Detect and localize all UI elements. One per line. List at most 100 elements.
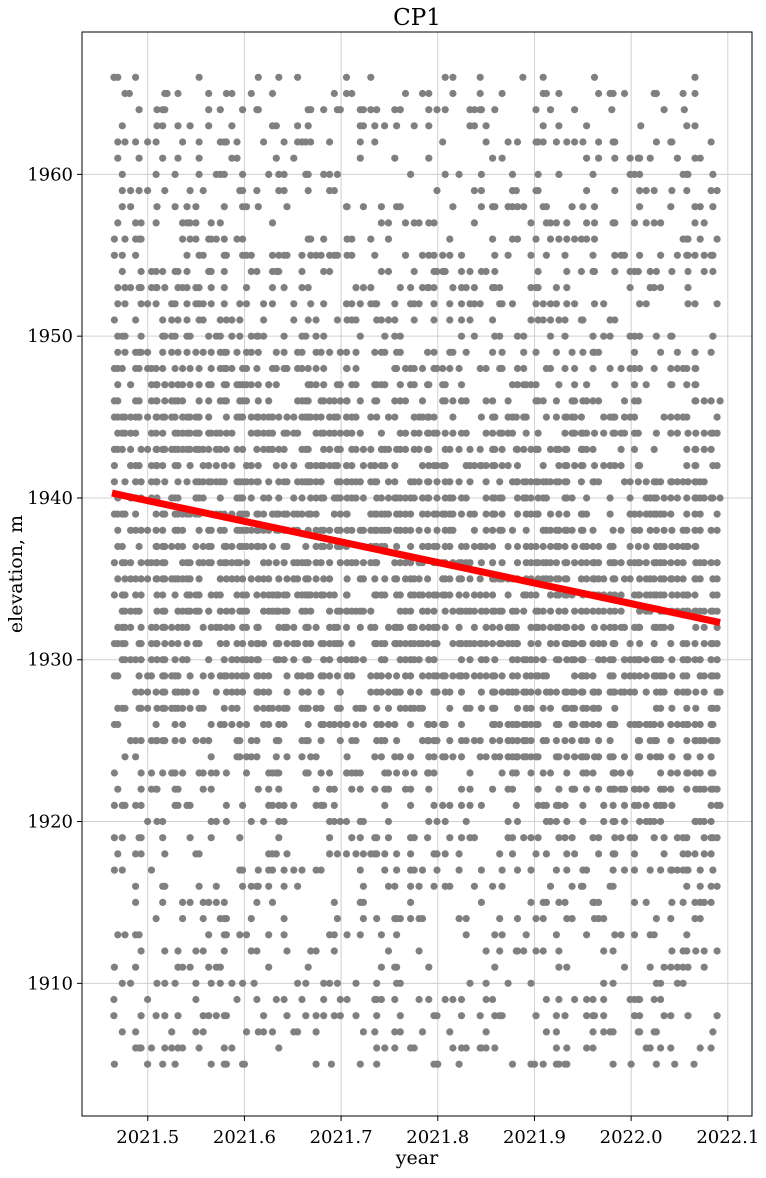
data-point xyxy=(482,607,490,615)
data-point xyxy=(668,478,676,486)
data-point xyxy=(466,769,474,777)
data-point xyxy=(589,834,597,842)
data-point xyxy=(320,640,328,648)
data-point xyxy=(199,251,207,259)
data-point xyxy=(121,801,129,810)
data-point xyxy=(254,623,262,632)
data-point xyxy=(179,915,187,923)
data-point xyxy=(381,866,389,874)
data-point xyxy=(233,575,241,583)
data-point xyxy=(498,672,506,680)
data-point xyxy=(527,510,535,518)
y-tick-label: 1950 xyxy=(27,326,73,347)
data-point xyxy=(302,542,310,551)
data-point xyxy=(462,737,470,745)
data-point xyxy=(571,672,579,680)
data-point xyxy=(236,753,244,761)
data-point xyxy=(352,494,360,502)
data-point xyxy=(153,478,161,486)
data-point xyxy=(393,769,401,777)
data-point xyxy=(449,640,457,648)
data-points xyxy=(110,73,724,1068)
data-point xyxy=(415,575,423,583)
data-point xyxy=(642,785,650,793)
data-point xyxy=(546,559,555,567)
data-point xyxy=(171,170,179,178)
data-point xyxy=(384,526,393,534)
data-point xyxy=(512,607,520,615)
data-point xyxy=(304,364,312,373)
data-point xyxy=(290,494,298,502)
data-point xyxy=(563,559,571,567)
data-point xyxy=(283,623,291,632)
data-point xyxy=(534,785,542,793)
data-point xyxy=(668,656,676,664)
data-point xyxy=(626,284,634,292)
data-point xyxy=(260,1012,268,1020)
data-point xyxy=(571,429,579,437)
data-point xyxy=(583,753,591,761)
data-point xyxy=(260,542,268,551)
data-point xyxy=(132,219,140,227)
data-point xyxy=(716,397,724,405)
data-point xyxy=(132,753,140,761)
data-point xyxy=(555,801,563,810)
data-point xyxy=(696,720,704,729)
data-point xyxy=(272,122,280,130)
data-point xyxy=(307,462,315,470)
data-point xyxy=(512,623,520,632)
data-point xyxy=(222,607,230,615)
data-point xyxy=(600,429,608,437)
data-point xyxy=(691,89,699,98)
data-point xyxy=(118,187,126,195)
data-point xyxy=(220,284,228,292)
data-point xyxy=(561,801,569,810)
data-point xyxy=(477,898,485,907)
data-point xyxy=(583,995,591,1004)
data-point xyxy=(179,381,187,389)
data-point xyxy=(304,559,312,567)
data-point xyxy=(137,1044,145,1052)
data-point xyxy=(571,413,579,421)
data-point xyxy=(396,1028,404,1036)
data-point xyxy=(636,510,644,518)
data-point xyxy=(260,672,268,680)
data-point xyxy=(418,510,427,518)
data-point xyxy=(283,704,291,712)
data-point xyxy=(320,300,328,308)
data-point xyxy=(563,915,571,923)
data-point xyxy=(137,526,145,534)
data-point xyxy=(254,785,262,793)
data-point xyxy=(589,526,597,534)
data-point xyxy=(356,834,364,842)
data-point xyxy=(691,510,699,518)
data-point xyxy=(636,1012,644,1020)
y-tick-label: 1910 xyxy=(27,973,73,994)
data-point xyxy=(222,559,230,567)
data-point xyxy=(439,251,447,259)
data-point xyxy=(161,947,169,955)
data-point xyxy=(476,445,484,453)
data-point xyxy=(110,801,118,810)
data-point xyxy=(320,106,328,114)
data-point xyxy=(280,187,288,195)
data-point xyxy=(205,1012,213,1020)
data-point xyxy=(579,882,587,890)
data-point xyxy=(527,445,535,453)
data-point xyxy=(542,494,551,502)
data-point xyxy=(498,89,506,98)
data-point xyxy=(212,898,220,907)
data-point xyxy=(546,882,555,890)
data-point xyxy=(441,73,449,81)
data-point xyxy=(393,737,401,745)
data-point xyxy=(391,720,399,729)
data-point xyxy=(280,170,288,178)
data-point xyxy=(179,720,187,729)
data-point xyxy=(611,704,619,712)
data-point xyxy=(707,656,715,664)
data-point xyxy=(205,106,213,114)
data-point xyxy=(577,575,586,583)
data-point xyxy=(254,73,262,81)
data-point xyxy=(470,591,478,599)
data-point xyxy=(595,737,603,745)
